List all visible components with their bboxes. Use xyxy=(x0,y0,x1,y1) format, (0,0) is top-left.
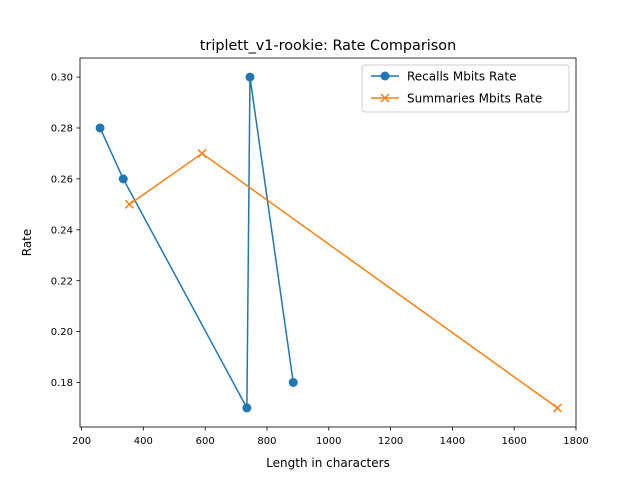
x-tick-label: 600 xyxy=(196,436,215,447)
x-tick-label: 1600 xyxy=(501,436,526,447)
x-tick-label: 1200 xyxy=(378,436,403,447)
axes-frame xyxy=(79,57,577,428)
series-0 xyxy=(95,72,298,413)
legend-label-summaries: Summaries Mbits Rate xyxy=(407,92,542,106)
plot-area xyxy=(79,57,577,428)
x-axis-label: Length in characters xyxy=(266,456,390,470)
y-axis: 0.18 0.20 0.22 0.24 0.26 0.28 0.30 xyxy=(51,73,80,389)
y-tick-label: 0.20 xyxy=(51,327,73,338)
y-tick-label: 0.22 xyxy=(51,276,73,287)
data-point xyxy=(95,123,105,133)
data-point xyxy=(118,174,128,184)
x-tick-label: 1800 xyxy=(563,436,588,447)
data-point xyxy=(124,199,134,209)
y-tick-label: 0.28 xyxy=(51,124,73,135)
series-layer xyxy=(95,72,562,413)
x-tick-label: 1400 xyxy=(440,436,465,447)
chart-title: triplett_v1-rookie: Rate Comparison xyxy=(200,38,456,54)
y-tick-label: 0.24 xyxy=(51,225,73,236)
y-axis-label: Rate xyxy=(20,229,34,257)
data-point xyxy=(197,148,207,158)
data-point xyxy=(242,403,252,413)
y-tick-label: 0.18 xyxy=(51,378,73,389)
data-point xyxy=(245,72,255,82)
legend-marker-summaries xyxy=(380,93,390,103)
legend-label-recalls: Recalls Mbits Rate xyxy=(407,70,516,84)
x-axis: 200 400 600 800 1000 1200 1400 1600 1800 xyxy=(72,427,589,447)
legend-marker-recalls xyxy=(380,71,390,81)
data-point xyxy=(552,403,562,413)
data-point xyxy=(288,377,298,387)
series-1 xyxy=(124,148,562,413)
legend-box xyxy=(361,64,570,113)
x-tick-label: 1000 xyxy=(316,436,341,447)
y-tick-label: 0.30 xyxy=(51,73,73,84)
x-tick-label: 800 xyxy=(257,436,276,447)
legend: Recalls Mbits Rate Summaries Mbits Rate xyxy=(361,64,570,113)
x-tick-label: 200 xyxy=(72,436,91,447)
y-tick-label: 0.26 xyxy=(51,174,73,185)
x-tick-label: 400 xyxy=(134,436,153,447)
